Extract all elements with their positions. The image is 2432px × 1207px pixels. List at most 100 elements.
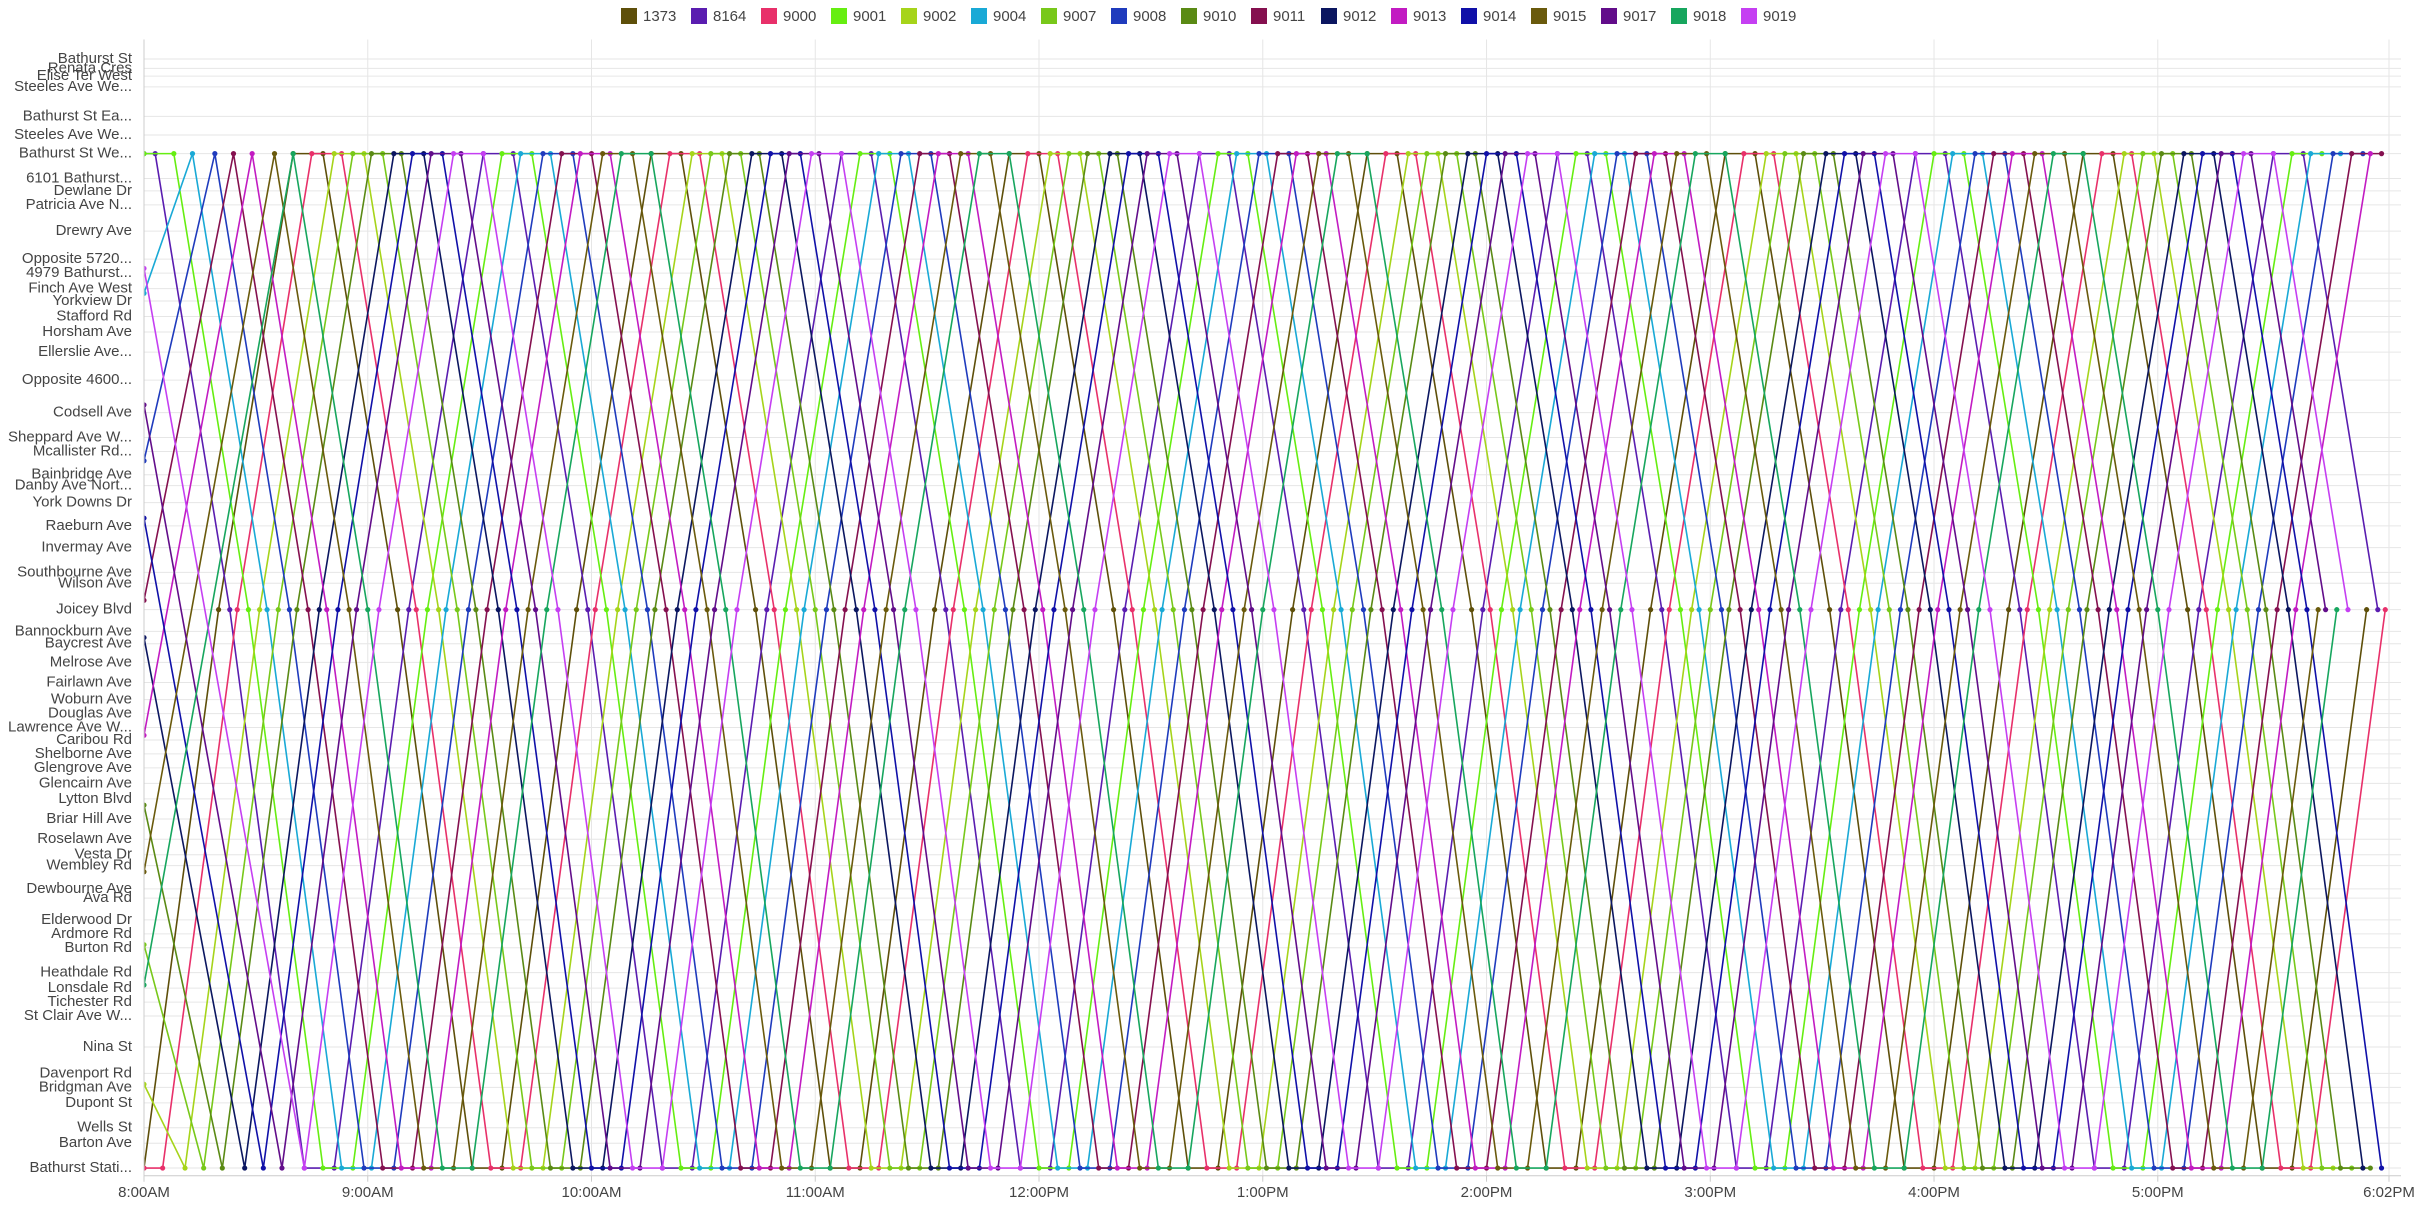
data-point bbox=[1096, 1165, 1102, 1171]
data-point bbox=[808, 151, 815, 157]
legend-item[interactable]: 9017 bbox=[1601, 8, 1656, 25]
data-point bbox=[1334, 151, 1340, 157]
data-point bbox=[1010, 607, 1016, 613]
data-point bbox=[1853, 1165, 1859, 1171]
data-point bbox=[756, 1165, 762, 1171]
legend-item[interactable]: 9004 bbox=[971, 8, 1026, 25]
data-point bbox=[2226, 607, 2232, 613]
data-point bbox=[693, 607, 699, 613]
data-point bbox=[1051, 607, 1057, 613]
data-point bbox=[2214, 607, 2221, 613]
data-point bbox=[428, 151, 434, 157]
data-point bbox=[1584, 1165, 1590, 1171]
data-point bbox=[1454, 1165, 1460, 1171]
legend-item[interactable]: 9018 bbox=[1671, 8, 1726, 25]
data-point bbox=[682, 607, 688, 613]
legend-item[interactable]: 9019 bbox=[1741, 8, 1796, 25]
data-point bbox=[335, 607, 341, 613]
y-tick-label: Heathdale Rd bbox=[40, 964, 132, 981]
legend-label: 9014 bbox=[1483, 8, 1516, 25]
data-point bbox=[473, 607, 479, 613]
data-point bbox=[1245, 1165, 1251, 1171]
y-tick-label: Steeles Ave We... bbox=[14, 78, 132, 95]
data-point bbox=[618, 151, 624, 157]
data-point bbox=[1286, 1165, 1292, 1171]
data-point bbox=[2289, 151, 2295, 157]
data-point bbox=[585, 607, 591, 613]
data-point bbox=[555, 607, 561, 613]
data-point bbox=[2155, 607, 2161, 613]
data-point bbox=[1263, 1165, 1270, 1171]
data-point bbox=[928, 1165, 934, 1171]
data-point bbox=[1882, 151, 1889, 157]
legend-item[interactable]: 9014 bbox=[1461, 8, 1516, 25]
data-point bbox=[309, 151, 315, 157]
data-point bbox=[1827, 607, 1833, 613]
data-point bbox=[2274, 607, 2280, 613]
data-point bbox=[2244, 607, 2250, 613]
data-point bbox=[189, 151, 196, 157]
legend-item[interactable]: 9008 bbox=[1111, 8, 1166, 25]
data-point bbox=[368, 151, 375, 157]
x-tick-label: 1:00PM bbox=[1237, 1184, 1289, 1201]
data-point bbox=[2300, 1165, 2306, 1171]
data-point bbox=[935, 151, 941, 157]
legend-item[interactable]: 1373 bbox=[621, 8, 676, 25]
data-point bbox=[1756, 607, 1762, 613]
legend-item[interactable]: 9012 bbox=[1321, 8, 1376, 25]
data-point bbox=[144, 732, 147, 738]
data-point bbox=[980, 607, 986, 613]
data-point bbox=[2188, 1165, 2194, 1171]
data-point bbox=[1659, 607, 1665, 613]
y-tick-label: Bathurst St Ea... bbox=[23, 107, 132, 124]
data-point bbox=[2061, 1165, 2068, 1171]
data-point bbox=[1830, 1165, 1836, 1171]
legend-item[interactable]: 9015 bbox=[1531, 8, 1586, 25]
data-point bbox=[1304, 1165, 1311, 1171]
data-point bbox=[1800, 151, 1807, 157]
legend-item[interactable]: 9013 bbox=[1391, 8, 1446, 25]
data-point bbox=[234, 607, 240, 613]
data-point bbox=[144, 290, 147, 296]
data-point bbox=[144, 265, 147, 272]
data-point bbox=[950, 607, 956, 613]
data-point bbox=[629, 1165, 636, 1171]
data-point bbox=[1450, 607, 1456, 613]
data-point bbox=[1856, 607, 1863, 613]
legend-label: 9018 bbox=[1693, 8, 1726, 25]
data-point bbox=[230, 151, 237, 157]
y-tick-label: Raeburn Ave bbox=[46, 517, 132, 534]
data-point bbox=[2009, 151, 2015, 157]
data-point bbox=[1439, 607, 1445, 613]
legend-item[interactable]: 9007 bbox=[1041, 8, 1096, 25]
data-point bbox=[1543, 1165, 1549, 1171]
data-point bbox=[286, 607, 293, 613]
data-point bbox=[257, 607, 263, 613]
y-tick-label: Bathurst St bbox=[58, 50, 133, 67]
data-point bbox=[2233, 607, 2239, 613]
legend-item[interactable]: 9011 bbox=[1251, 8, 1305, 25]
data-point bbox=[782, 607, 789, 613]
data-point bbox=[1692, 151, 1698, 157]
data-point bbox=[2375, 607, 2381, 613]
legend-item[interactable]: 9010 bbox=[1181, 8, 1236, 25]
data-point bbox=[1409, 607, 1415, 613]
data-point bbox=[394, 607, 401, 613]
data-point bbox=[2143, 607, 2150, 613]
y-tick-label: 4979 Bathurst... bbox=[26, 264, 132, 281]
data-point bbox=[1897, 607, 1904, 613]
data-point bbox=[1841, 151, 1848, 157]
legend-item[interactable]: 9000 bbox=[761, 8, 816, 25]
data-point bbox=[857, 151, 863, 157]
data-point bbox=[1871, 1165, 1877, 1171]
legend-item[interactable]: 8164 bbox=[691, 8, 746, 25]
legend-item[interactable]: 9001 bbox=[831, 8, 886, 25]
data-point bbox=[1006, 151, 1012, 157]
data-point bbox=[2211, 1165, 2217, 1171]
legend-item[interactable]: 9002 bbox=[901, 8, 956, 25]
data-point bbox=[1480, 607, 1486, 613]
data-point bbox=[1301, 607, 1307, 613]
y-tick-label: Ava Rd bbox=[83, 889, 132, 906]
data-point bbox=[316, 607, 322, 613]
data-point bbox=[1979, 1165, 1986, 1171]
